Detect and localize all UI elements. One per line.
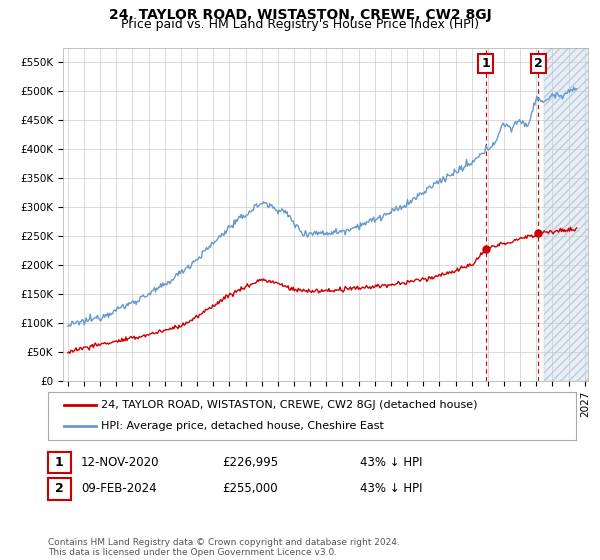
Text: 24, TAYLOR ROAD, WISTASTON, CREWE, CW2 8GJ: 24, TAYLOR ROAD, WISTASTON, CREWE, CW2 8… xyxy=(109,8,491,22)
Text: Contains HM Land Registry data © Crown copyright and database right 2024.
This d: Contains HM Land Registry data © Crown c… xyxy=(48,538,400,557)
Text: £226,995: £226,995 xyxy=(222,456,278,469)
Text: £255,000: £255,000 xyxy=(222,482,278,496)
Text: HPI: Average price, detached house, Cheshire East: HPI: Average price, detached house, Ches… xyxy=(101,421,383,431)
Text: 12-NOV-2020: 12-NOV-2020 xyxy=(81,456,160,469)
Bar xyxy=(544,48,593,381)
Text: Price paid vs. HM Land Registry's House Price Index (HPI): Price paid vs. HM Land Registry's House … xyxy=(121,18,479,31)
Text: 43% ↓ HPI: 43% ↓ HPI xyxy=(360,482,422,496)
Text: 43% ↓ HPI: 43% ↓ HPI xyxy=(360,456,422,469)
Text: 2: 2 xyxy=(55,482,64,496)
Text: 09-FEB-2024: 09-FEB-2024 xyxy=(81,482,157,496)
Text: 2: 2 xyxy=(534,57,542,70)
Text: 24, TAYLOR ROAD, WISTASTON, CREWE, CW2 8GJ (detached house): 24, TAYLOR ROAD, WISTASTON, CREWE, CW2 8… xyxy=(101,400,478,410)
Text: 1: 1 xyxy=(481,57,490,70)
Bar xyxy=(544,48,593,381)
Text: 1: 1 xyxy=(55,456,64,469)
